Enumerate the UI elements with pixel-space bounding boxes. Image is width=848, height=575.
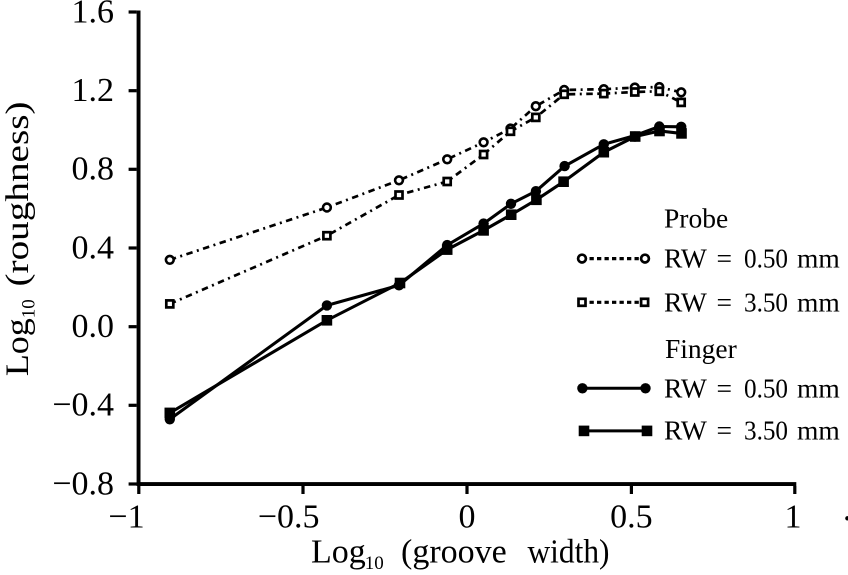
- svg-text:RW: RW: [664, 243, 707, 274]
- svg-text:mm: mm: [797, 286, 840, 317]
- svg-text:3.50: 3.50: [744, 286, 788, 317]
- svg-text:−1: −1: [108, 499, 144, 536]
- svg-text:0.8: 0.8: [72, 151, 115, 188]
- svg-text:Log: Log: [311, 534, 366, 571]
- svg-text:−0.4: −0.4: [52, 387, 114, 424]
- svg-text:0.50: 0.50: [744, 372, 788, 403]
- svg-text:0: 0: [459, 499, 476, 536]
- svg-text:RW: RW: [664, 415, 707, 446]
- svg-text:−0.8: −0.8: [52, 465, 114, 502]
- svg-text:3.50: 3.50: [744, 415, 788, 446]
- svg-text:=: =: [717, 243, 733, 274]
- svg-text:=: =: [717, 286, 733, 317]
- svg-text:RW: RW: [664, 286, 707, 317]
- svg-text:−0.5: −0.5: [258, 499, 320, 536]
- svg-text:mm: mm: [797, 415, 840, 446]
- svg-text:0.5: 0.5: [610, 499, 653, 536]
- svg-text:(groove: (groove: [401, 534, 507, 571]
- svg-text:=: =: [717, 372, 733, 403]
- svg-text:Finger: Finger: [665, 333, 737, 364]
- svg-text:=: =: [717, 415, 733, 446]
- svg-text:0.50: 0.50: [744, 243, 788, 274]
- svg-text:0.0: 0.0: [72, 308, 115, 345]
- svg-text:Log: Log: [0, 318, 36, 376]
- svg-text:RW: RW: [664, 372, 707, 403]
- svg-text:10: 10: [365, 553, 384, 574]
- svg-text:1.2: 1.2: [72, 72, 115, 109]
- svg-text:1.6: 1.6: [72, 0, 115, 30]
- svg-text:0.4: 0.4: [72, 229, 115, 266]
- svg-text:Probe: Probe: [664, 203, 728, 234]
- svg-text:mm: mm: [797, 372, 840, 403]
- svg-text:1: 1: [785, 499, 802, 536]
- svg-text:(roughness): (roughness): [0, 102, 36, 287]
- svg-text:mm: mm: [797, 243, 840, 274]
- svg-text:10: 10: [19, 299, 40, 318]
- svg-text:width): width): [528, 534, 610, 571]
